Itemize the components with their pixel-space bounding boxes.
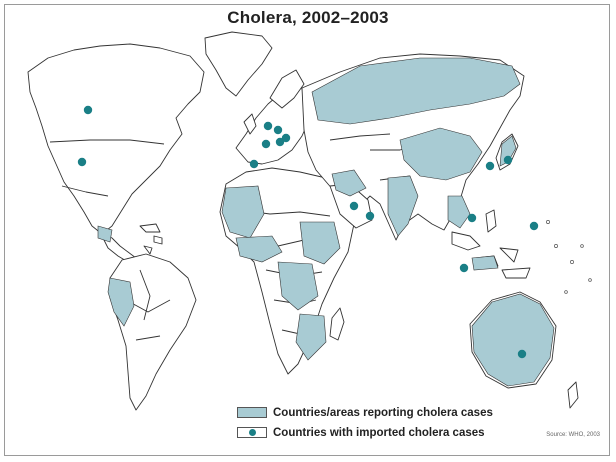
dot-philippines xyxy=(529,221,539,231)
dot-oman xyxy=(365,211,375,221)
region-peru xyxy=(107,277,135,327)
region-australia xyxy=(471,293,555,387)
region-southern-africa xyxy=(295,313,327,361)
region-indonesia xyxy=(471,255,499,271)
reporting-regions xyxy=(97,57,555,387)
dot-australia xyxy=(517,349,527,359)
dot-canada xyxy=(83,105,93,115)
north-america xyxy=(27,43,205,235)
legend-imported-label: Countries with imported cholera cases xyxy=(273,426,485,439)
asia-borders xyxy=(329,133,440,181)
region-southeast-asia xyxy=(447,195,471,229)
philippines xyxy=(485,209,497,233)
region-west-africa-2 xyxy=(235,235,283,263)
caribbean-islands xyxy=(139,223,163,255)
south-america xyxy=(109,253,197,411)
source-note: Source: WHO, 2003 xyxy=(546,432,600,438)
dot-europe-5 xyxy=(261,139,271,149)
dot-saudi xyxy=(349,201,359,211)
dot-europe-3 xyxy=(281,133,291,143)
region-east-africa xyxy=(299,221,341,265)
greenland xyxy=(204,31,273,97)
uk xyxy=(243,113,257,135)
dot-europe-1 xyxy=(263,121,273,131)
region-central-africa xyxy=(277,261,319,311)
legend-imported: Countries with imported cholera cases xyxy=(237,424,493,441)
legend-reporting: Countries/areas reporting cholera cases xyxy=(237,404,493,421)
region-china xyxy=(399,127,483,181)
dot-europe-2 xyxy=(273,125,283,135)
dot-usa xyxy=(77,157,87,167)
dot-europe-4 xyxy=(275,137,285,147)
madagascar xyxy=(329,307,345,341)
reporting-swatch-icon xyxy=(237,407,267,418)
region-india xyxy=(387,175,419,237)
legend-reporting-label: Countries/areas reporting cholera cases xyxy=(273,406,493,419)
pacific-islands xyxy=(546,220,592,294)
imported-dots xyxy=(77,105,539,359)
region-mideast xyxy=(331,169,367,197)
canada-usa-border xyxy=(49,139,165,145)
region-central-america xyxy=(97,225,113,243)
dot-korea xyxy=(485,161,495,171)
region-japan xyxy=(499,135,517,167)
dot-singapore xyxy=(459,263,469,273)
dot-thailand xyxy=(467,213,477,223)
dot-japan xyxy=(503,155,513,165)
scandinavia xyxy=(269,69,305,109)
legend: Countries/areas reporting cholera cases … xyxy=(237,404,493,444)
map-title: Cholera, 2002–2003 xyxy=(227,8,389,27)
new-zealand xyxy=(567,381,579,409)
dot-spain xyxy=(249,159,259,169)
imported-dot-icon xyxy=(237,427,267,438)
usa-mexico-border xyxy=(61,185,109,197)
region-russia xyxy=(311,57,521,125)
southeast-asia xyxy=(451,231,531,279)
